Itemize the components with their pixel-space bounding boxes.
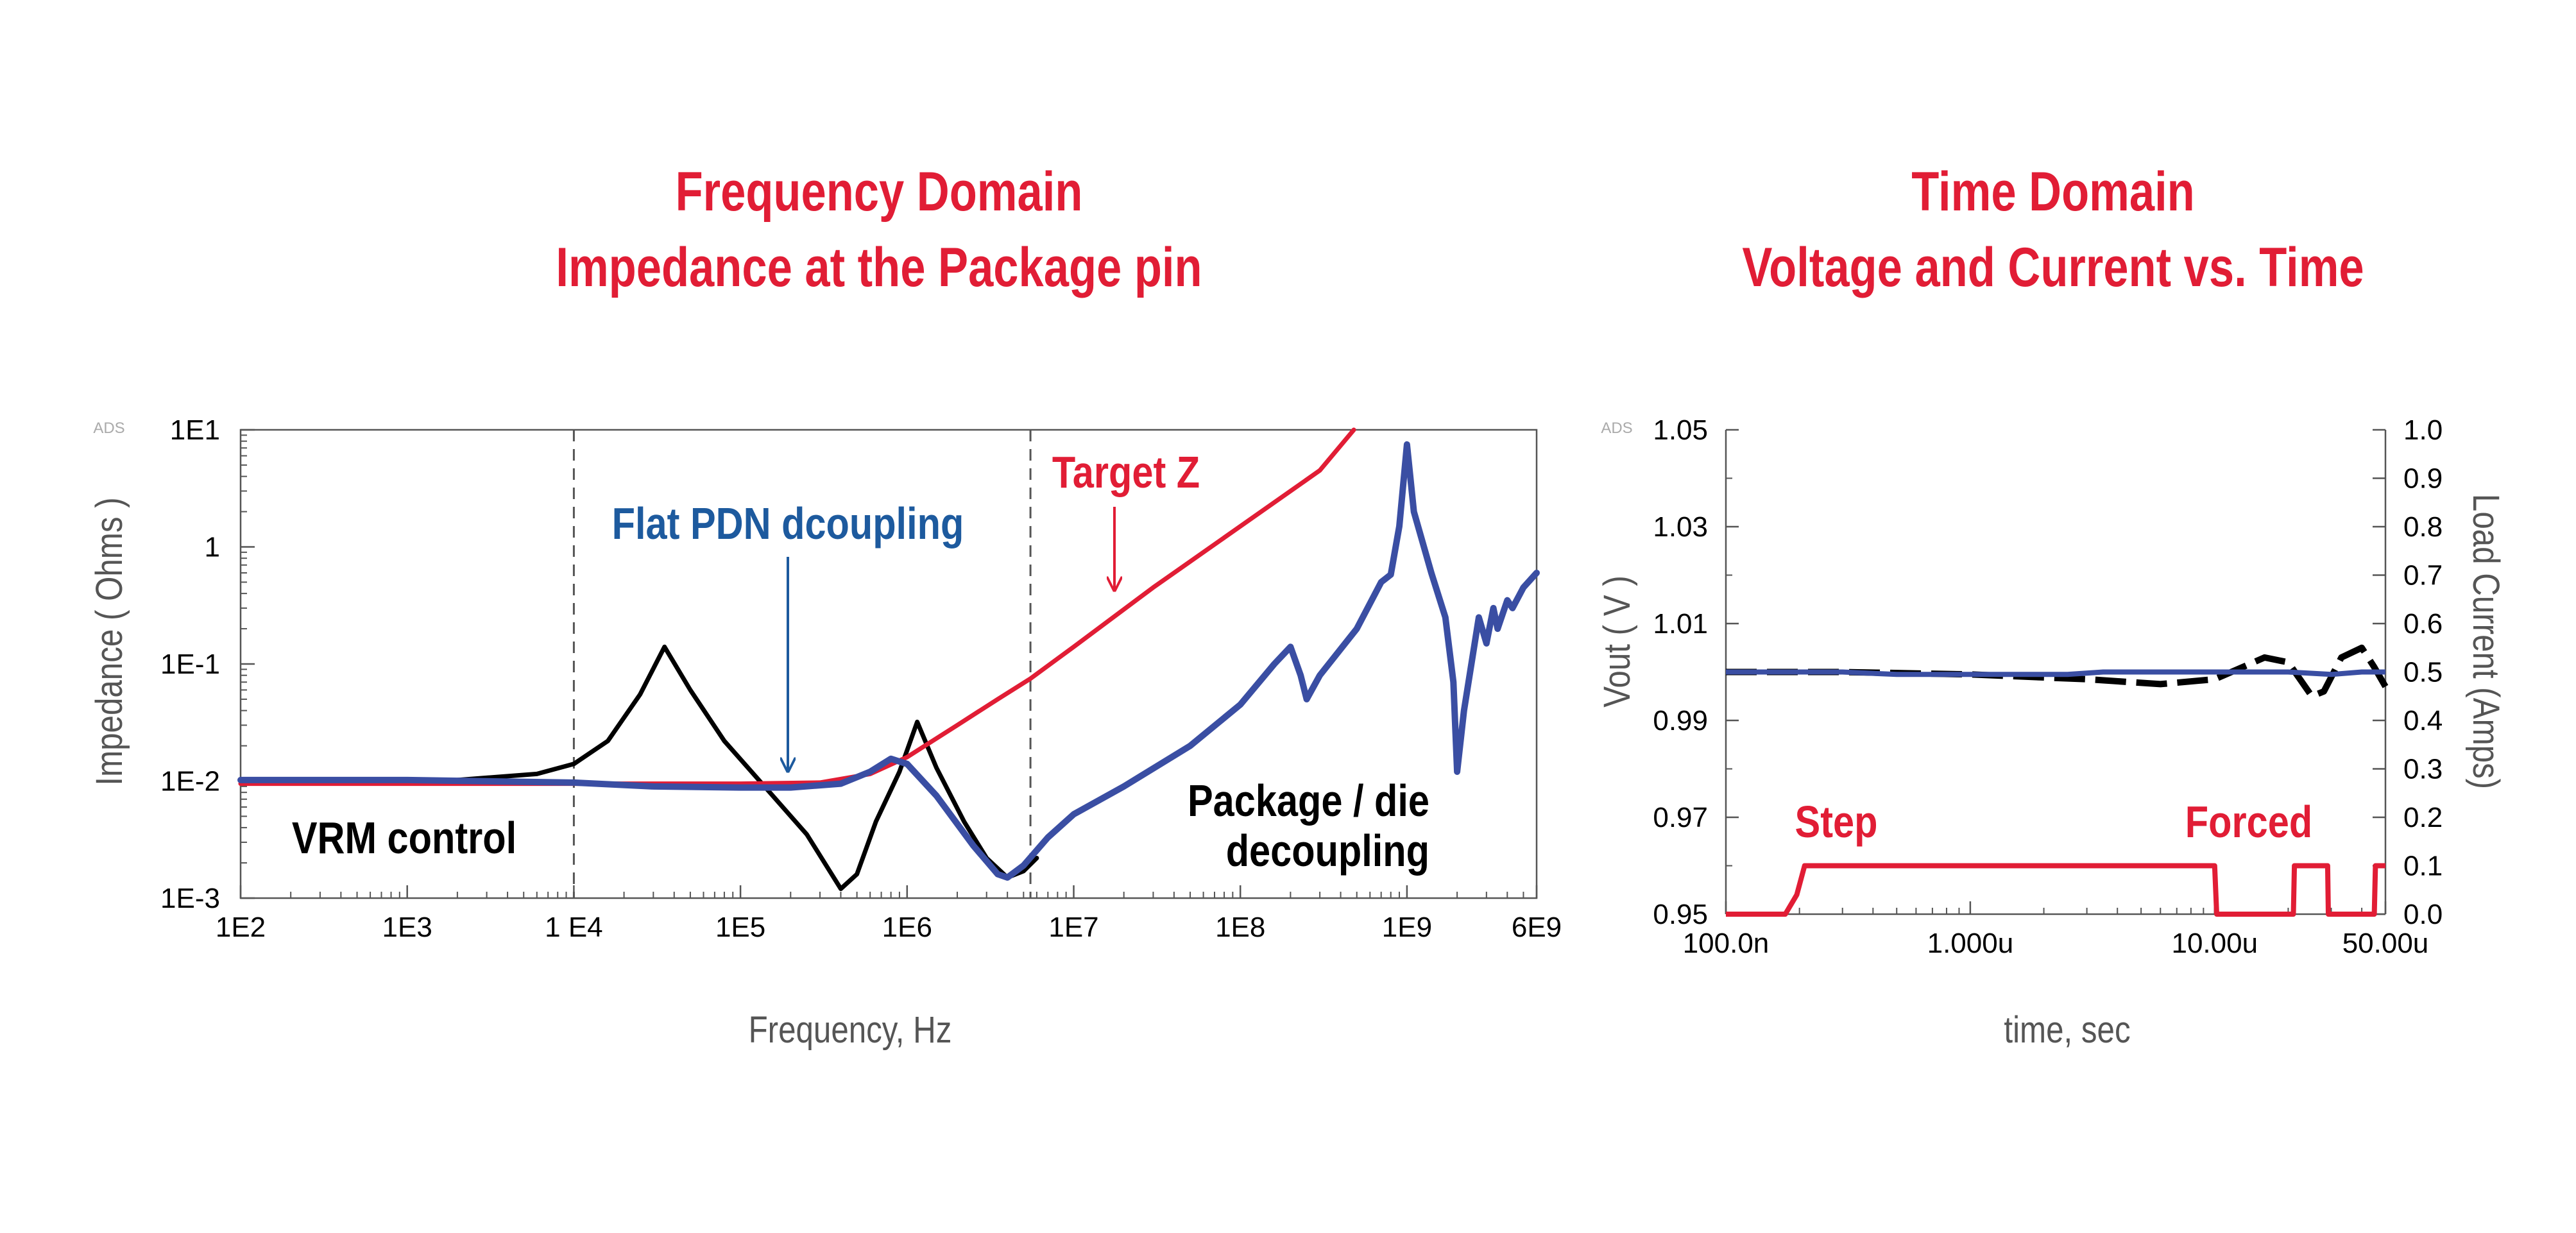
time-y-right-tick-label: 0.2 — [2403, 802, 2443, 833]
freq-x-tick-label: 1E6 — [882, 912, 932, 943]
package-die-annotation: Package / die — [1188, 775, 1429, 826]
freq-y-tick-label: 1E1 — [170, 414, 220, 446]
freq-y-axis-label: Impedance ( Ohms ) — [89, 497, 130, 785]
time-y-tick-label: 0.99 — [1653, 705, 1708, 736]
time-y-right-tick-label: 0.5 — [2403, 657, 2443, 688]
flat-pdn-annotation: Flat PDN dcoupling — [612, 498, 964, 548]
freq-x-tick-label: 1E5 — [715, 912, 765, 943]
freq-x-tick-label: 1E9 — [1382, 912, 1432, 943]
freq-x-tick-label: 1E2 — [216, 912, 266, 943]
time-x-tick-label: 10.00u — [2171, 928, 2258, 959]
forced-annotation: Forced — [2185, 796, 2312, 847]
time-y-right-tick-label: 0.4 — [2403, 705, 2443, 736]
load-current-trace — [1726, 866, 2385, 915]
freq-y-tick-label: 1 — [205, 532, 220, 563]
time-y-right-tick-label: 0.7 — [2403, 560, 2443, 591]
freq-x-tick-label: 1E7 — [1048, 912, 1098, 943]
time-y-tick-label: 1.01 — [1653, 608, 1708, 640]
freq-x-tick-label: 1E8 — [1215, 912, 1265, 943]
freq-watermark: ADS — [93, 420, 124, 437]
freq-x-axis-label: Frequency, Hz — [749, 1009, 952, 1051]
freq-y-tick-label: 1E-3 — [160, 883, 220, 914]
time-x-tick-label: 1.000u — [1927, 928, 2014, 959]
time-y-tick-label: 1.05 — [1653, 414, 1708, 446]
freq-y-tick-label: 1E-1 — [160, 649, 220, 680]
time-y-right-tick-label: 0.6 — [2403, 608, 2443, 640]
time-y-tick-label: 1.03 — [1653, 511, 1708, 543]
time-y-axis-label: Vout ( V ) — [1596, 575, 1638, 707]
time-y-right-tick-label: 0.1 — [2403, 851, 2443, 882]
step-annotation: Step — [1795, 796, 1878, 847]
time-y-right-tick-label: 0.0 — [2403, 899, 2443, 930]
freq-x-tick-label: 1E3 — [382, 912, 432, 943]
target-z-annotation: Target Z — [1052, 446, 1200, 497]
vout-blue-trace — [1726, 672, 2385, 675]
time-x-tick-label: 50.00u — [2342, 928, 2429, 959]
vrm-control-annotation: VRM control — [292, 812, 516, 863]
freq-x-tick-label: 6E9 — [1512, 912, 1562, 943]
freq-y-tick-label: 1E-2 — [160, 766, 220, 797]
time-watermark: ADS — [1601, 420, 1632, 437]
time-y-tick-label: 0.95 — [1653, 899, 1708, 930]
time-y-right-tick-label: 0.8 — [2403, 511, 2443, 543]
freq-x-tick-label: 1 E4 — [545, 912, 603, 943]
time-y-right-tick-label: 1.0 — [2403, 414, 2443, 446]
time-y-right-axis-label: Load Current (Amps) — [2465, 494, 2507, 789]
decoupling-annotation: decoupling — [1226, 825, 1429, 876]
time-y-right-tick-label: 0.9 — [2403, 463, 2443, 495]
time-x-axis-label: time, sec — [2004, 1009, 2130, 1051]
time-y-right-tick-label: 0.3 — [2403, 754, 2443, 785]
time-x-tick-label: 100.0n — [1683, 928, 1770, 959]
time-y-tick-label: 0.97 — [1653, 802, 1708, 833]
